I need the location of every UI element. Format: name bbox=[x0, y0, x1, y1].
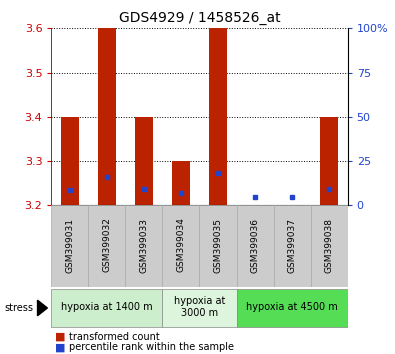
Bar bbox=[310, 205, 348, 287]
Title: GDS4929 / 1458526_at: GDS4929 / 1458526_at bbox=[118, 11, 280, 24]
Bar bbox=[51, 289, 162, 327]
Text: GSM399031: GSM399031 bbox=[65, 217, 74, 273]
Bar bbox=[135, 117, 153, 205]
Bar bbox=[162, 205, 199, 287]
Text: percentile rank within the sample: percentile rank within the sample bbox=[69, 342, 234, 352]
Text: GSM399033: GSM399033 bbox=[139, 217, 149, 273]
Text: GSM399035: GSM399035 bbox=[213, 217, 222, 273]
Bar bbox=[98, 28, 116, 205]
Bar bbox=[172, 161, 190, 205]
Bar bbox=[237, 205, 274, 287]
Text: hypoxia at 1400 m: hypoxia at 1400 m bbox=[61, 302, 153, 312]
Text: GSM399036: GSM399036 bbox=[250, 217, 260, 273]
Bar bbox=[88, 205, 126, 287]
Bar bbox=[320, 117, 339, 205]
Text: ■: ■ bbox=[55, 342, 66, 352]
Bar bbox=[274, 205, 310, 287]
Bar bbox=[51, 205, 88, 287]
Text: ■: ■ bbox=[55, 332, 66, 342]
Text: GSM399038: GSM399038 bbox=[325, 217, 334, 273]
Text: GSM399037: GSM399037 bbox=[288, 217, 297, 273]
Text: transformed count: transformed count bbox=[69, 332, 160, 342]
Bar bbox=[199, 205, 237, 287]
Bar bbox=[237, 289, 348, 327]
Bar bbox=[126, 205, 162, 287]
Bar bbox=[162, 289, 237, 327]
Text: hypoxia at
3000 m: hypoxia at 3000 m bbox=[174, 296, 225, 318]
Text: GSM399034: GSM399034 bbox=[177, 217, 186, 273]
Bar bbox=[209, 28, 227, 205]
Polygon shape bbox=[38, 300, 47, 316]
Text: stress: stress bbox=[4, 303, 33, 313]
Text: hypoxia at 4500 m: hypoxia at 4500 m bbox=[246, 302, 338, 312]
Bar bbox=[60, 117, 79, 205]
Text: GSM399032: GSM399032 bbox=[102, 217, 111, 273]
